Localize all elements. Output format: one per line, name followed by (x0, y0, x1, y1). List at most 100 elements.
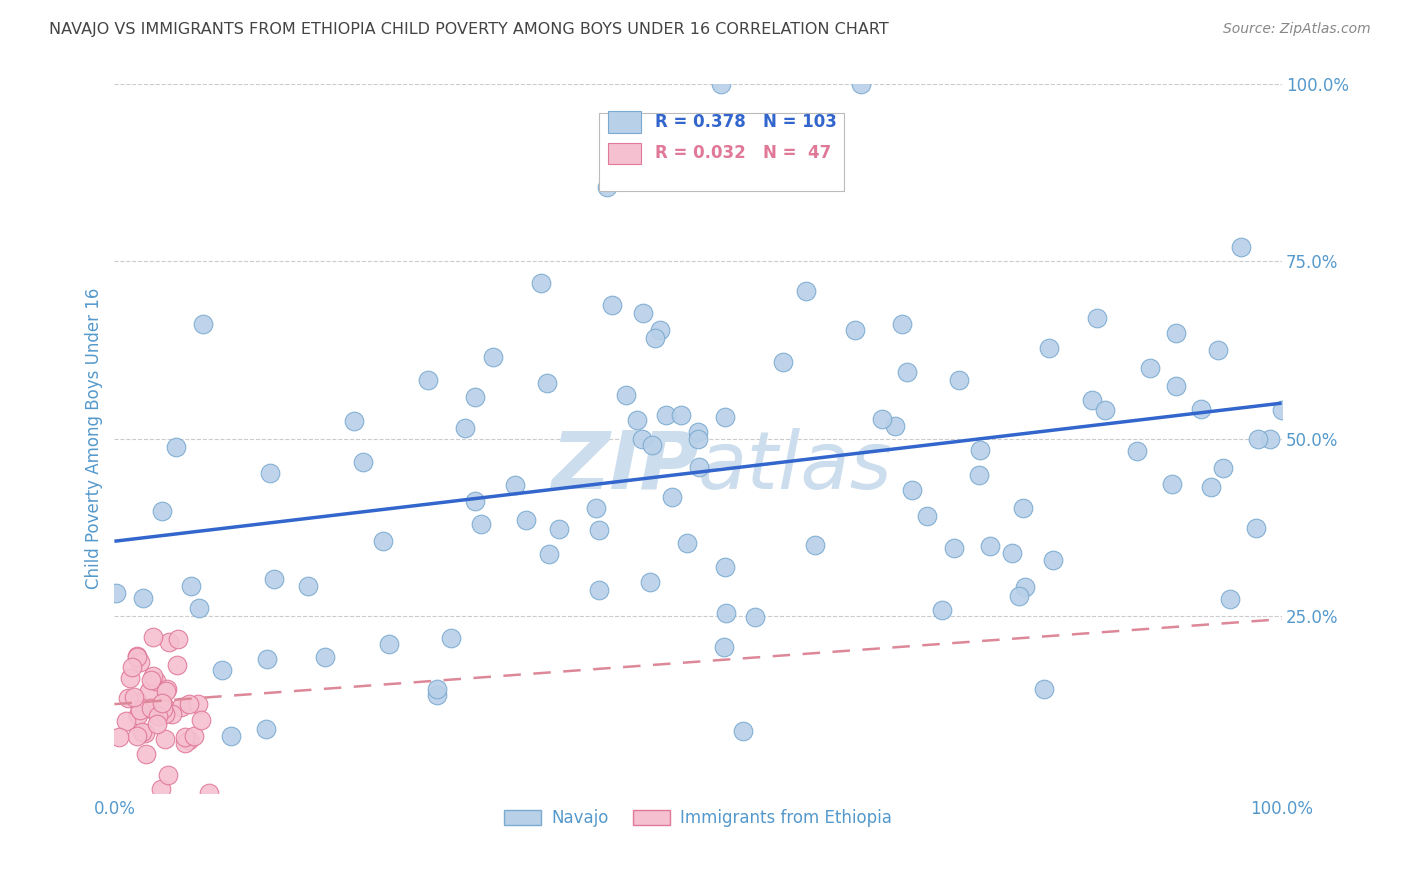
Point (177, 697, 200, 711)
Point (626, 413, 648, 427)
Point (157, 635, 180, 649)
Point (107, 730, 129, 744)
Point (744, 610, 766, 624)
Point (1212, 461, 1234, 475)
Point (804, 538, 827, 552)
Point (943, 541, 966, 556)
Point (844, 323, 866, 337)
Point (440, 631, 463, 645)
Point (134, 725, 156, 739)
FancyBboxPatch shape (599, 112, 844, 191)
Point (132, 591, 155, 605)
Point (197, 786, 219, 800)
Point (127, 707, 149, 722)
FancyBboxPatch shape (609, 112, 641, 133)
Point (187, 601, 209, 615)
Point (1038, 341, 1060, 355)
Point (1081, 392, 1104, 407)
Point (170, 700, 193, 714)
Point (187, 698, 209, 712)
Point (969, 442, 991, 457)
Point (138, 701, 160, 715)
Point (644, 331, 666, 345)
Point (142, 630, 165, 644)
Point (166, 632, 188, 646)
Point (716, 606, 738, 620)
Point (979, 539, 1001, 553)
Point (179, 732, 201, 747)
Point (156, 767, 179, 781)
Point (931, 603, 953, 617)
Point (1219, 592, 1241, 607)
Point (117, 691, 139, 706)
Point (536, 376, 558, 391)
Point (1247, 432, 1270, 446)
Point (162, 706, 184, 721)
Point (1014, 580, 1036, 594)
Point (464, 390, 486, 404)
Point (614, 388, 637, 402)
Point (1094, 403, 1116, 417)
Point (114, 714, 136, 728)
Point (596, 180, 619, 194)
Point (454, 421, 477, 435)
Point (121, 660, 143, 674)
Point (183, 729, 205, 743)
Point (1033, 682, 1056, 697)
Point (127, 695, 149, 709)
Point (148, 709, 170, 723)
Point (155, 684, 177, 698)
Legend: Navajo, Immigrants from Ethiopia: Navajo, Immigrants from Ethiopia (498, 803, 898, 834)
Point (505, 478, 527, 492)
Point (378, 637, 401, 651)
Point (127, 648, 149, 663)
Point (794, 284, 817, 298)
Point (915, 508, 938, 523)
Point (152, 698, 174, 713)
Text: R = 0.378   N = 103: R = 0.378 N = 103 (655, 113, 837, 131)
Point (139, 673, 162, 687)
Point (851, 78, 873, 92)
Point (263, 572, 285, 586)
Point (1199, 480, 1222, 494)
Point (1000, 546, 1022, 560)
Point (1166, 378, 1188, 392)
Point (1189, 401, 1212, 416)
Point (640, 575, 662, 590)
Point (259, 466, 281, 480)
Point (654, 408, 676, 422)
Point (1229, 240, 1251, 254)
Point (219, 729, 242, 743)
Point (688, 459, 710, 474)
Point (588, 583, 610, 598)
Point (153, 706, 176, 721)
Point (870, 412, 893, 426)
Point (1042, 553, 1064, 567)
Point (145, 673, 167, 688)
Point (173, 730, 195, 744)
Point (548, 522, 571, 536)
Point (1258, 432, 1281, 446)
Point (150, 504, 173, 518)
Point (661, 490, 683, 504)
Point (482, 351, 505, 365)
Point (193, 317, 215, 331)
Point (150, 782, 173, 797)
Point (105, 585, 128, 599)
Point (416, 373, 439, 387)
FancyBboxPatch shape (609, 143, 641, 164)
Point (588, 523, 610, 537)
Point (538, 547, 561, 561)
Point (135, 747, 157, 762)
Point (125, 650, 148, 665)
Point (631, 305, 654, 319)
Point (153, 732, 176, 747)
Point (686, 432, 709, 446)
Point (686, 425, 709, 440)
Point (373, 534, 395, 549)
Point (650, 323, 672, 337)
Point (122, 690, 145, 705)
Text: ZIP: ZIP (551, 428, 697, 506)
Text: NAVAJO VS IMMIGRANTS FROM ETHIOPIA CHILD POVERTY AMONG BOYS UNDER 16 CORRELATION: NAVAJO VS IMMIGRANTS FROM ETHIOPIA CHILD… (49, 22, 889, 37)
Point (180, 579, 202, 593)
